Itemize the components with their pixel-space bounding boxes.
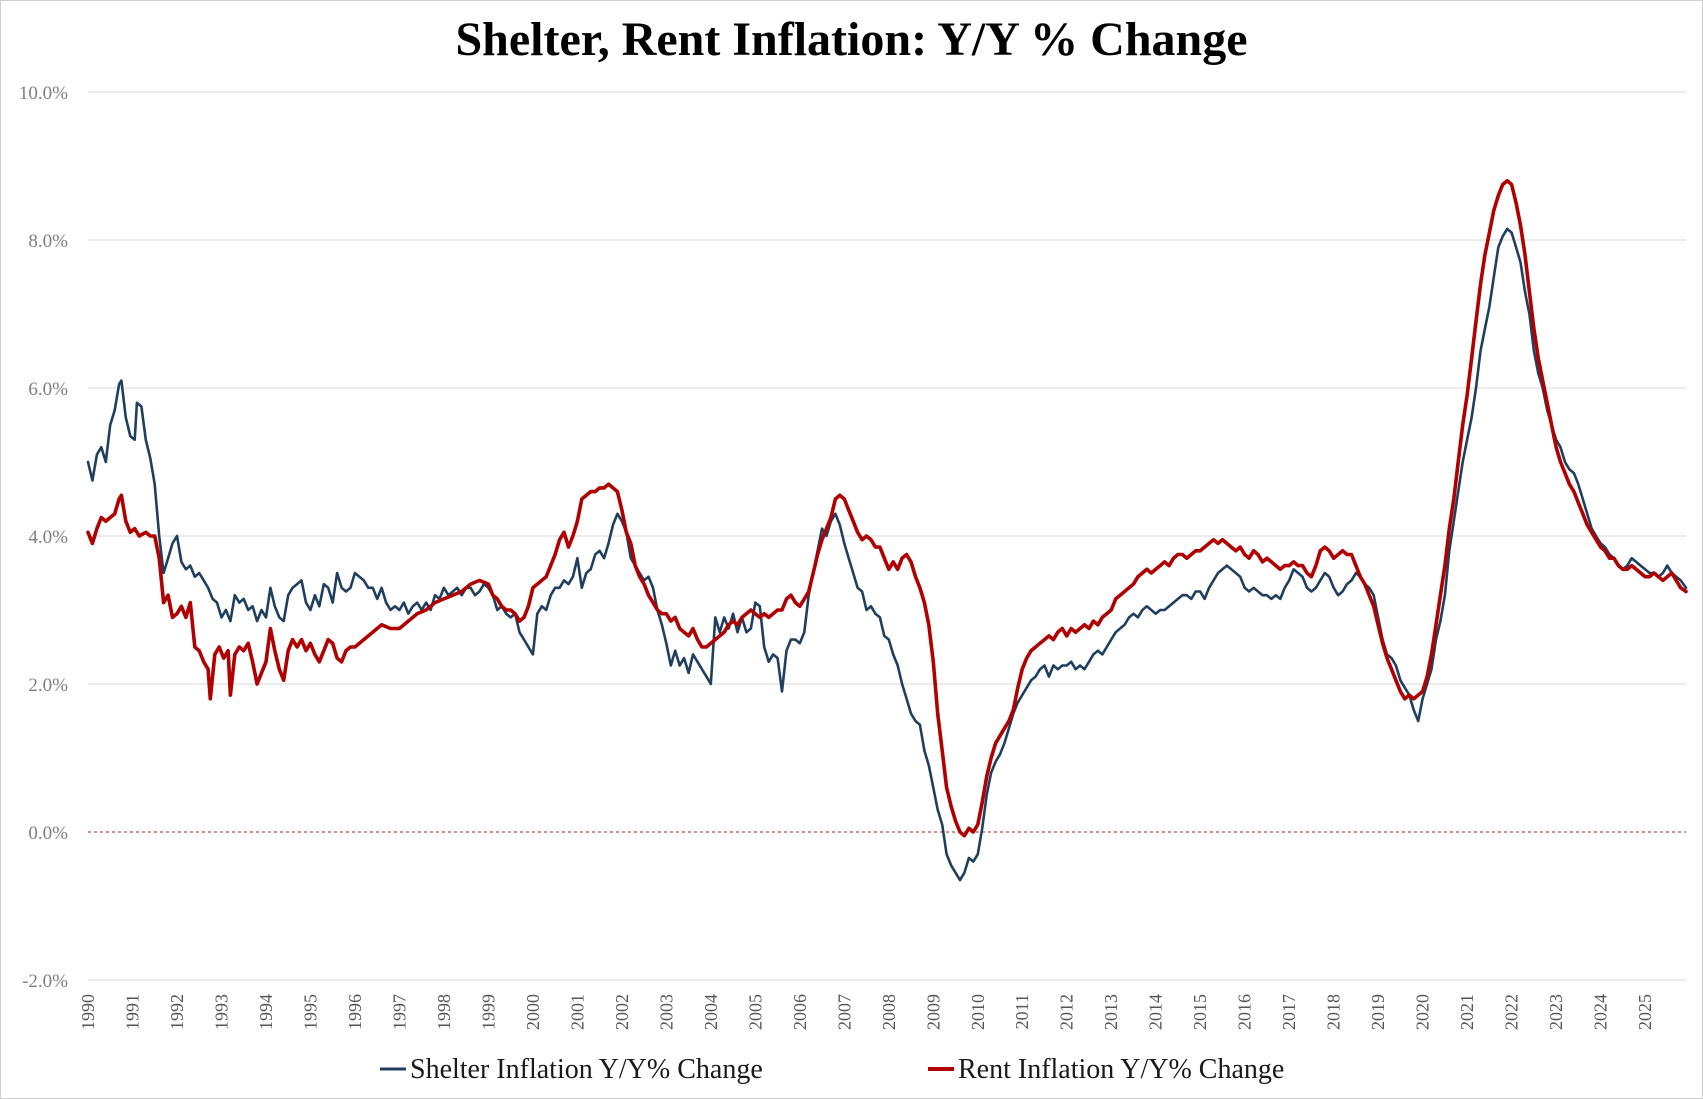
x-tick-label: 2024 bbox=[1591, 994, 1611, 1030]
y-tick-label: 0.0% bbox=[28, 823, 68, 844]
x-tick-label: 2015 bbox=[1190, 994, 1210, 1030]
x-tick-label: 1997 bbox=[389, 994, 409, 1030]
x-tick-label: 2013 bbox=[1101, 994, 1121, 1030]
y-tick-label: 2.0% bbox=[28, 675, 68, 696]
series-line-rent bbox=[86, 179, 1688, 838]
y-tick-label: 4.0% bbox=[28, 527, 68, 548]
series-line-shelter bbox=[86, 227, 1688, 882]
x-tick-label: 2014 bbox=[1146, 994, 1166, 1030]
x-tick-label: 2004 bbox=[701, 994, 721, 1030]
x-tick-label: 1998 bbox=[434, 994, 454, 1030]
x-tick-label: 1990 bbox=[78, 994, 98, 1030]
x-tick-label: 2009 bbox=[923, 994, 943, 1030]
y-axis-ticks: -2.0% 0.0% 2.0% 4.0% 6.0% 8.0% 10.0% bbox=[19, 83, 68, 992]
x-tick-label: 2008 bbox=[879, 994, 899, 1030]
y-tick-label: 10.0% bbox=[19, 83, 68, 104]
x-tick-label: 1995 bbox=[300, 994, 320, 1030]
legend: Shelter Inflation Y/Y% Change Rent Inflat… bbox=[380, 1054, 1284, 1085]
x-axis-ticks: 1990 1991 1992 1993 1994 1995 1996 1997 1998 1999… bbox=[78, 994, 1655, 1030]
legend-label: Shelter Inflation Y/Y% Change bbox=[410, 1054, 763, 1085]
x-tick-label: 2025 bbox=[1635, 994, 1655, 1030]
legend-label: Rent Inflation Y/Y% Change bbox=[958, 1054, 1284, 1085]
x-tick-label: 1996 bbox=[345, 994, 365, 1030]
x-tick-label: 2005 bbox=[745, 994, 765, 1030]
x-tick-label: 2010 bbox=[968, 994, 988, 1030]
y-tick-label: 8.0% bbox=[28, 231, 68, 252]
x-tick-label: 1999 bbox=[478, 994, 498, 1030]
x-tick-label: 2020 bbox=[1413, 994, 1433, 1030]
x-tick-label: 2002 bbox=[612, 994, 632, 1030]
x-tick-label: 2021 bbox=[1457, 994, 1477, 1030]
x-tick-label: 1994 bbox=[256, 994, 276, 1030]
x-tick-label: 1991 bbox=[122, 994, 142, 1030]
x-tick-label: 2000 bbox=[523, 994, 543, 1030]
x-tick-label: 2011 bbox=[1012, 994, 1032, 1029]
x-tick-label: 2003 bbox=[656, 994, 676, 1030]
chart-title: Shelter, Rent Inflation: Y/Y % Change bbox=[455, 13, 1248, 66]
x-tick-label: 2006 bbox=[790, 994, 810, 1030]
x-tick-label: 2016 bbox=[1235, 994, 1255, 1030]
x-tick-label: 2019 bbox=[1368, 994, 1388, 1030]
series-lines bbox=[86, 179, 1688, 882]
x-tick-label: 2007 bbox=[834, 994, 854, 1030]
x-tick-label: 2022 bbox=[1502, 994, 1522, 1030]
x-tick-label: 2001 bbox=[567, 994, 587, 1030]
x-tick-label: 2018 bbox=[1324, 994, 1344, 1030]
y-tick-label: -2.0% bbox=[22, 971, 68, 992]
x-tick-label: 2012 bbox=[1057, 994, 1077, 1030]
x-tick-label: 1992 bbox=[167, 994, 187, 1030]
gridlines bbox=[88, 91, 1686, 981]
y-tick-label: 6.0% bbox=[28, 379, 68, 400]
x-tick-label: 2017 bbox=[1279, 994, 1299, 1030]
x-tick-label: 1993 bbox=[211, 994, 231, 1030]
x-tick-label: 2023 bbox=[1546, 994, 1566, 1030]
